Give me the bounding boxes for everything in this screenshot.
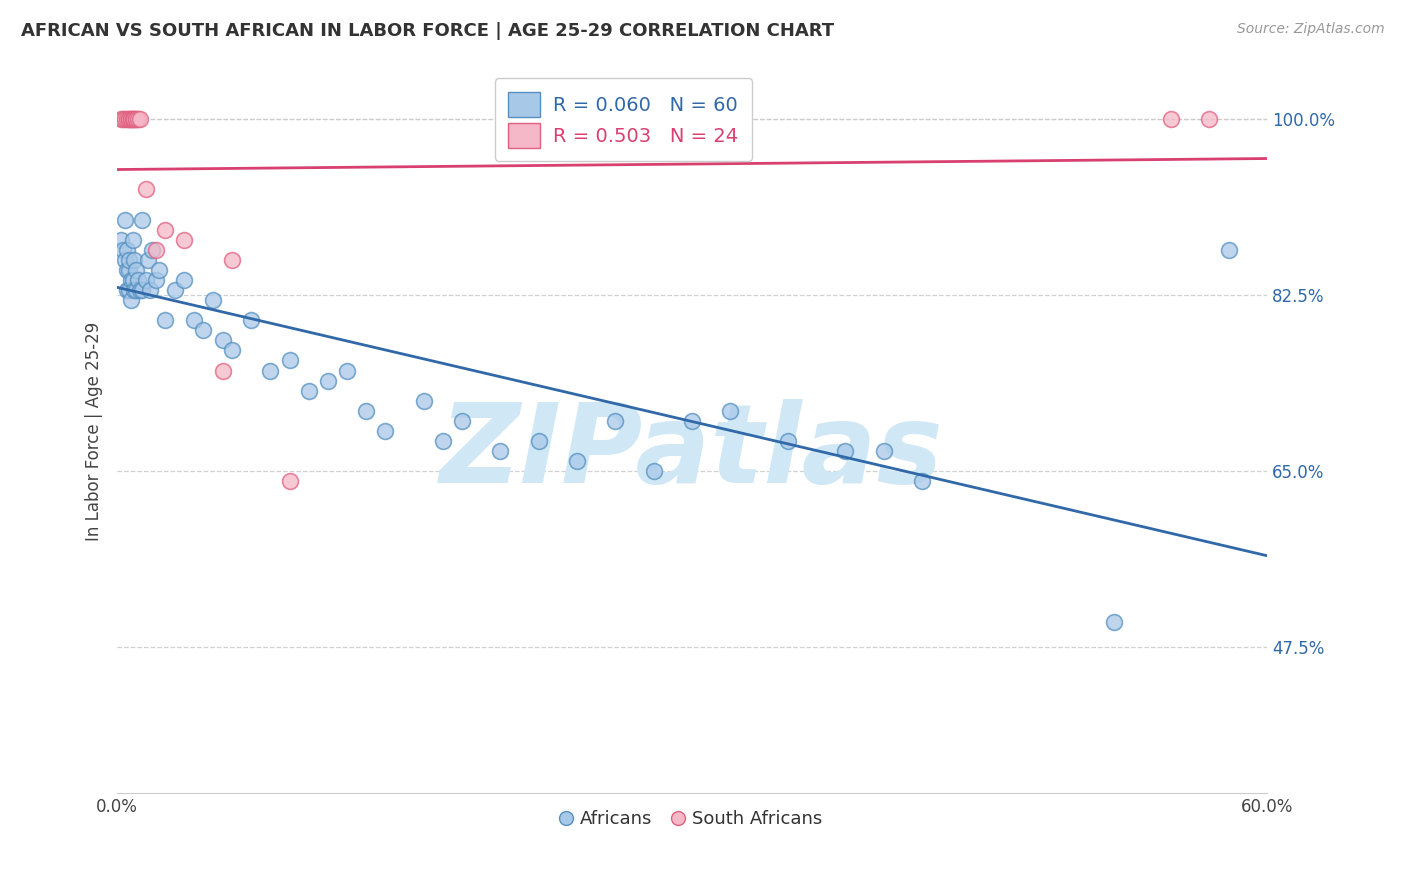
Point	[114, 252, 136, 267]
Point	[872, 444, 894, 458]
Point	[163, 283, 186, 297]
Point	[118, 112, 141, 126]
Point	[125, 112, 148, 126]
Point	[121, 273, 143, 287]
Point	[183, 313, 205, 327]
Point	[718, 404, 741, 418]
Point	[118, 252, 141, 267]
Point	[432, 434, 454, 448]
Point	[129, 112, 152, 126]
Point	[193, 323, 215, 337]
Point	[141, 243, 163, 257]
Point	[527, 434, 550, 448]
Point	[834, 444, 856, 458]
Point	[125, 112, 148, 126]
Point	[681, 414, 703, 428]
Point	[278, 475, 301, 489]
Point	[121, 112, 143, 126]
Point	[114, 212, 136, 227]
Point	[145, 273, 167, 287]
Point	[221, 252, 243, 267]
Point	[316, 374, 339, 388]
Point	[131, 283, 153, 297]
Point	[153, 222, 176, 236]
Point	[489, 444, 512, 458]
Point	[240, 313, 263, 327]
Point	[451, 414, 474, 428]
Point	[111, 112, 134, 126]
Point	[643, 464, 665, 478]
Point	[115, 263, 138, 277]
Point	[911, 475, 934, 489]
Point	[124, 112, 146, 126]
Point	[173, 273, 195, 287]
Point	[1218, 243, 1240, 257]
Point	[1102, 615, 1125, 630]
Point	[111, 243, 134, 257]
Point	[120, 293, 142, 307]
Point	[776, 434, 799, 448]
Point	[145, 243, 167, 257]
Point	[605, 414, 627, 428]
Point	[110, 112, 132, 126]
Point	[131, 212, 153, 227]
Point	[127, 112, 149, 126]
Point	[124, 252, 146, 267]
Point	[115, 283, 138, 297]
Text: Source: ZipAtlas.com: Source: ZipAtlas.com	[1237, 22, 1385, 37]
Point	[125, 263, 148, 277]
Point	[124, 283, 146, 297]
Point	[120, 273, 142, 287]
Point	[565, 454, 588, 468]
Point	[114, 112, 136, 126]
Point	[221, 343, 243, 358]
Point	[211, 363, 233, 377]
Point	[120, 112, 142, 126]
Point	[278, 353, 301, 368]
Point	[136, 252, 159, 267]
Point	[125, 283, 148, 297]
Text: ZIPatlas: ZIPatlas	[440, 400, 943, 506]
Point	[135, 273, 157, 287]
Point	[115, 112, 138, 126]
Point	[135, 182, 157, 196]
Point	[115, 243, 138, 257]
Text: AFRICAN VS SOUTH AFRICAN IN LABOR FORCE | AGE 25-29 CORRELATION CHART: AFRICAN VS SOUTH AFRICAN IN LABOR FORCE …	[21, 22, 834, 40]
Point	[153, 313, 176, 327]
Point	[148, 263, 170, 277]
Point	[121, 112, 143, 126]
Point	[118, 112, 141, 126]
Point	[259, 363, 281, 377]
Point	[374, 424, 396, 438]
Y-axis label: In Labor Force | Age 25-29: In Labor Force | Age 25-29	[86, 321, 103, 541]
Point	[118, 283, 141, 297]
Point	[356, 404, 378, 418]
Point	[173, 233, 195, 247]
Point	[336, 363, 359, 377]
Point	[118, 263, 141, 277]
Point	[211, 334, 233, 348]
Point	[201, 293, 224, 307]
Point	[139, 283, 162, 297]
Point	[298, 384, 321, 398]
Point	[121, 233, 143, 247]
Point	[412, 393, 434, 408]
Point	[120, 112, 142, 126]
Point	[1160, 112, 1182, 126]
Point	[127, 273, 149, 287]
Legend: Africans, South Africans: Africans, South Africans	[554, 803, 830, 835]
Point	[110, 233, 132, 247]
Point	[1198, 112, 1220, 126]
Point	[129, 283, 152, 297]
